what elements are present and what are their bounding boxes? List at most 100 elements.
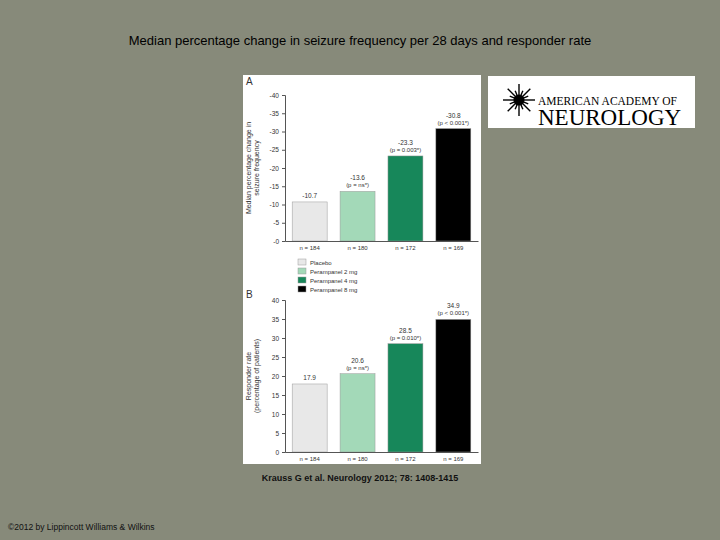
logo: AMERICAN ACADEMY OFNEUROLOGY [488, 76, 695, 130]
tick: 5 [275, 430, 285, 437]
tick-label: -40 [270, 92, 280, 99]
logo-ray [518, 104, 519, 116]
legend-label: Perampanel 8 mg [310, 287, 357, 293]
data-label: 34.9 [447, 302, 460, 309]
tick-label: n = 172 [395, 245, 416, 251]
slide-title: Median percentage change in seizure freq… [129, 33, 592, 48]
axis-line [286, 452, 479, 453]
bars [292, 319, 471, 452]
data-label: 17.9 [303, 374, 316, 381]
data-label: -30.8 [446, 112, 461, 119]
tick-mark [282, 113, 285, 114]
data-label: 28.5 [399, 327, 412, 334]
bar [340, 374, 375, 452]
legend-label: Placebo [310, 260, 332, 266]
tick-label: n = 184 [300, 456, 321, 462]
tick: 40 [272, 297, 285, 304]
tick-mark [282, 395, 285, 396]
bar [292, 384, 327, 452]
logo-ray [508, 89, 516, 97]
tick: 30 [272, 335, 285, 342]
tick-mark [282, 132, 285, 133]
tick: 25 [272, 354, 285, 361]
background [0, 0, 720, 540]
axis-title: (percentage of patients) [253, 339, 261, 413]
tick: -0 [273, 238, 285, 245]
data-label: -10.7 [302, 192, 317, 199]
axis-line [282, 301, 286, 453]
tick-label: n = 184 [300, 245, 321, 251]
tick-label: n = 169 [443, 245, 464, 251]
slide: Median percentage change in seizure freq… [0, 0, 720, 540]
tick: n = 180 [347, 241, 368, 251]
bar [388, 344, 423, 452]
tick: -15 [270, 183, 285, 190]
data-label: 20.6 [351, 357, 364, 364]
tick-mark [282, 150, 285, 151]
tick: n = 184 [300, 452, 321, 462]
axis-title: Median percentage change in [245, 122, 253, 214]
tick: -20 [270, 165, 285, 172]
annotation: (p = 0.003*) [390, 147, 422, 153]
tick-mark [282, 223, 285, 224]
bar [436, 319, 471, 452]
x-axis: n = 184 n = 180 n = 172 n = 169 [286, 241, 479, 251]
bar [340, 191, 375, 241]
axis-line [282, 96, 286, 242]
tick: n = 172 [395, 452, 416, 462]
tick-mark [282, 205, 285, 206]
tick-mark [282, 241, 285, 242]
tick-label: -15 [270, 183, 280, 190]
legend-swatch [298, 277, 306, 283]
annotation: (p < 0.001*) [438, 310, 470, 316]
data-label: -13.6 [350, 174, 365, 181]
annotation: (p = ns*) [346, 182, 369, 188]
tick: n = 172 [395, 241, 416, 251]
legend: Placebo Perampanel 2 mg Perampanel 4 mg Per… [298, 259, 357, 293]
tick-label: 20 [272, 373, 280, 380]
tick-label: -30 [270, 128, 280, 135]
tick-label: n = 180 [347, 456, 368, 462]
tick-label: n = 169 [443, 456, 464, 462]
legend-label: Perampanel 2 mg [310, 269, 357, 275]
tick-mark [282, 433, 285, 434]
tick-mark [282, 319, 285, 320]
tick: n = 169 [443, 452, 464, 462]
bar [388, 156, 423, 241]
tick-mark [282, 414, 285, 415]
x-axis: n = 184 n = 180 n = 172 n = 169 [286, 452, 479, 462]
tick: 10 [272, 411, 285, 418]
panel-label: A [246, 76, 253, 87]
logo-ray [522, 103, 530, 111]
tick-mark [282, 168, 285, 169]
tick: -40 [270, 92, 285, 99]
tick: -30 [270, 128, 285, 135]
tick-mark [282, 186, 285, 187]
tick: -25 [270, 146, 285, 153]
logo-core [514, 95, 525, 106]
bars [292, 129, 471, 241]
logo-ray [508, 103, 516, 111]
tick-label: -0 [273, 238, 279, 245]
tick: -35 [270, 110, 285, 117]
tick-label: 5 [275, 430, 279, 437]
tick-label: -5 [273, 219, 279, 226]
figure-panel [243, 75, 481, 464]
tick-label: 0 [275, 449, 279, 456]
chart-root: Median percentage change in seizure freq… [0, 0, 720, 540]
tick-mark [282, 376, 285, 377]
annotation: (p = 0.010*) [390, 335, 422, 341]
tick-label: -10 [270, 201, 280, 208]
tick: n = 184 [300, 241, 321, 251]
bar [436, 129, 471, 241]
tick-label: -35 [270, 110, 280, 117]
logo-ray [523, 99, 535, 100]
tick-mark [282, 357, 285, 358]
axis-title: Responder rate [245, 352, 253, 400]
tick: -10 [270, 201, 285, 208]
legend-swatch [298, 259, 306, 265]
tick: n = 180 [347, 452, 368, 462]
legend-label: Perampanel 4 mg [310, 278, 357, 284]
tick-label: n = 180 [347, 245, 368, 251]
tick-label: n = 172 [395, 456, 416, 462]
